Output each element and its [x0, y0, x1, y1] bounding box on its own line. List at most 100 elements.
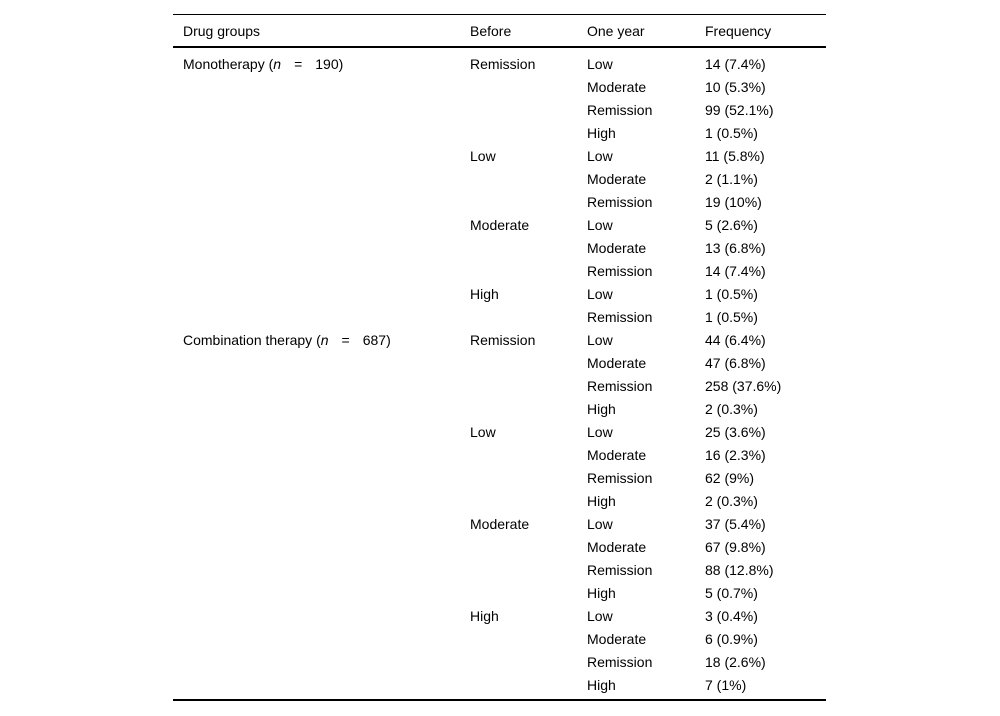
cell-before: Remission — [470, 55, 536, 72]
cell-one-year: Low — [587, 607, 613, 624]
cell-drug-group — [173, 627, 460, 650]
cell-drug-group — [173, 512, 460, 535]
cell-drug-group — [173, 466, 460, 489]
cell-drug-group — [173, 305, 460, 328]
cell-before — [460, 627, 577, 650]
drug-group-n-symbol: n — [273, 55, 282, 72]
cell-frequency: 7 (1%) — [705, 676, 747, 693]
cell-drug-group: Combination therapy (n = 687) — [173, 328, 460, 351]
cell-one-year: Low — [587, 55, 613, 72]
cell-frequency: 2 (0.3%) — [705, 492, 758, 509]
table-row: Moderate Low 5 (2.6%) — [173, 213, 826, 236]
cell-before — [460, 650, 577, 673]
cell-before — [460, 581, 577, 604]
cell-frequency: 62 (9%) — [705, 469, 755, 486]
cell-frequency: 6 (0.9%) — [705, 630, 758, 647]
cell-one-year: Moderate — [587, 538, 647, 555]
cell-frequency: 258 (37.6%) — [705, 377, 782, 394]
table-row: High 5 (0.7%) — [173, 581, 826, 604]
table-row: Remission 1 (0.5%) — [173, 305, 826, 328]
cell-one-year: Moderate — [587, 170, 647, 187]
cell-one-year: Low — [587, 216, 613, 233]
column-header-frequency: Frequency — [695, 14, 826, 48]
cell-before — [460, 259, 577, 282]
drug-group-equals: = — [294, 55, 303, 72]
cell-drug-group — [173, 581, 460, 604]
cell-frequency: 99 (52.1%) — [705, 101, 774, 118]
cell-drug-group — [173, 397, 460, 420]
cell-before — [460, 466, 577, 489]
drug-group-n-symbol: n — [320, 331, 329, 348]
cell-frequency: 1 (0.5%) — [705, 124, 758, 141]
cell-one-year: High — [587, 400, 616, 417]
cell-before: High — [470, 285, 499, 302]
table-row: High Low 1 (0.5%) — [173, 282, 826, 305]
table-row: Remission 88 (12.8%) — [173, 558, 826, 581]
table-row: Low Low 25 (3.6%) — [173, 420, 826, 443]
drug-group-label: Monotherapy (n = 190) — [183, 56, 343, 72]
cell-frequency: 2 (1.1%) — [705, 170, 758, 187]
table-row: Remission 18 (2.6%) — [173, 650, 826, 673]
cell-drug-group — [173, 121, 460, 144]
cell-frequency: 11 (5.8%) — [705, 147, 765, 164]
cell-drug-group — [173, 213, 460, 236]
cell-before — [460, 443, 577, 466]
cell-frequency: 67 (9.8%) — [705, 538, 766, 555]
cell-before — [460, 489, 577, 512]
drug-group-label-prefix: Combination therapy ( — [183, 331, 321, 348]
cell-one-year: Low — [587, 147, 613, 164]
cell-frequency: 3 (0.4%) — [705, 607, 758, 624]
cell-one-year: Remission — [587, 653, 653, 670]
cell-drug-group — [173, 650, 460, 673]
table-row: Remission 258 (37.6%) — [173, 374, 826, 397]
cell-one-year: Moderate — [587, 78, 647, 95]
cell-one-year: Remission — [587, 469, 653, 486]
cell-one-year: High — [587, 676, 616, 693]
cell-before — [460, 535, 577, 558]
table-body: Monotherapy (n = 190) Remission Low 14 (7.4%)… — [173, 47, 826, 700]
cell-one-year: Low — [587, 423, 613, 440]
cell-drug-group — [173, 443, 460, 466]
cell-drug-group — [173, 144, 460, 167]
cell-one-year: High — [587, 584, 616, 601]
cell-drug-group — [173, 167, 460, 190]
cell-one-year: Low — [587, 515, 613, 532]
cell-before — [460, 305, 577, 328]
cell-frequency: 13 (6.8%) — [705, 239, 766, 256]
cell-drug-group — [173, 259, 460, 282]
cell-frequency: 5 (0.7%) — [705, 584, 758, 601]
cell-frequency: 1 (0.5%) — [705, 285, 758, 302]
cell-before: Remission — [470, 331, 536, 348]
table-row: Moderate 16 (2.3%) — [173, 443, 826, 466]
cell-before — [460, 673, 577, 700]
table-row: Moderate 2 (1.1%) — [173, 167, 826, 190]
cell-drug-group — [173, 673, 460, 700]
cell-one-year: High — [587, 492, 616, 509]
cell-before: Low — [470, 423, 496, 440]
cell-frequency: 37 (5.4%) — [705, 515, 766, 532]
cell-one-year: Remission — [587, 308, 653, 325]
table-row: Combination therapy (n = 687) Remission Low 4… — [173, 328, 826, 351]
cell-before — [460, 558, 577, 581]
cell-before — [460, 236, 577, 259]
column-header-one-year: One year — [577, 14, 695, 48]
cell-frequency: 1 (0.5%) — [705, 308, 758, 325]
drug-group-label: Combination therapy (n = 687) — [183, 332, 391, 348]
table-row: Remission 62 (9%) — [173, 466, 826, 489]
cell-one-year: Moderate — [587, 239, 647, 256]
column-header-drug-groups: Drug groups — [173, 14, 460, 48]
cell-before — [460, 374, 577, 397]
cell-drug-group — [173, 351, 460, 374]
drug-group-n-value: 687) — [362, 331, 391, 348]
cell-one-year: Remission — [587, 377, 653, 394]
drug-group-label-prefix: Monotherapy ( — [183, 55, 274, 72]
cell-frequency: 10 (5.3%) — [705, 78, 766, 95]
column-header-before: Before — [460, 14, 577, 48]
cell-drug-group — [173, 374, 460, 397]
cell-one-year: Remission — [587, 101, 653, 118]
table-row: High 7 (1%) — [173, 673, 826, 700]
cell-drug-group — [173, 604, 460, 627]
table-row: Low Low 11 (5.8%) — [173, 144, 826, 167]
drug-group-n-value: 190) — [315, 55, 344, 72]
